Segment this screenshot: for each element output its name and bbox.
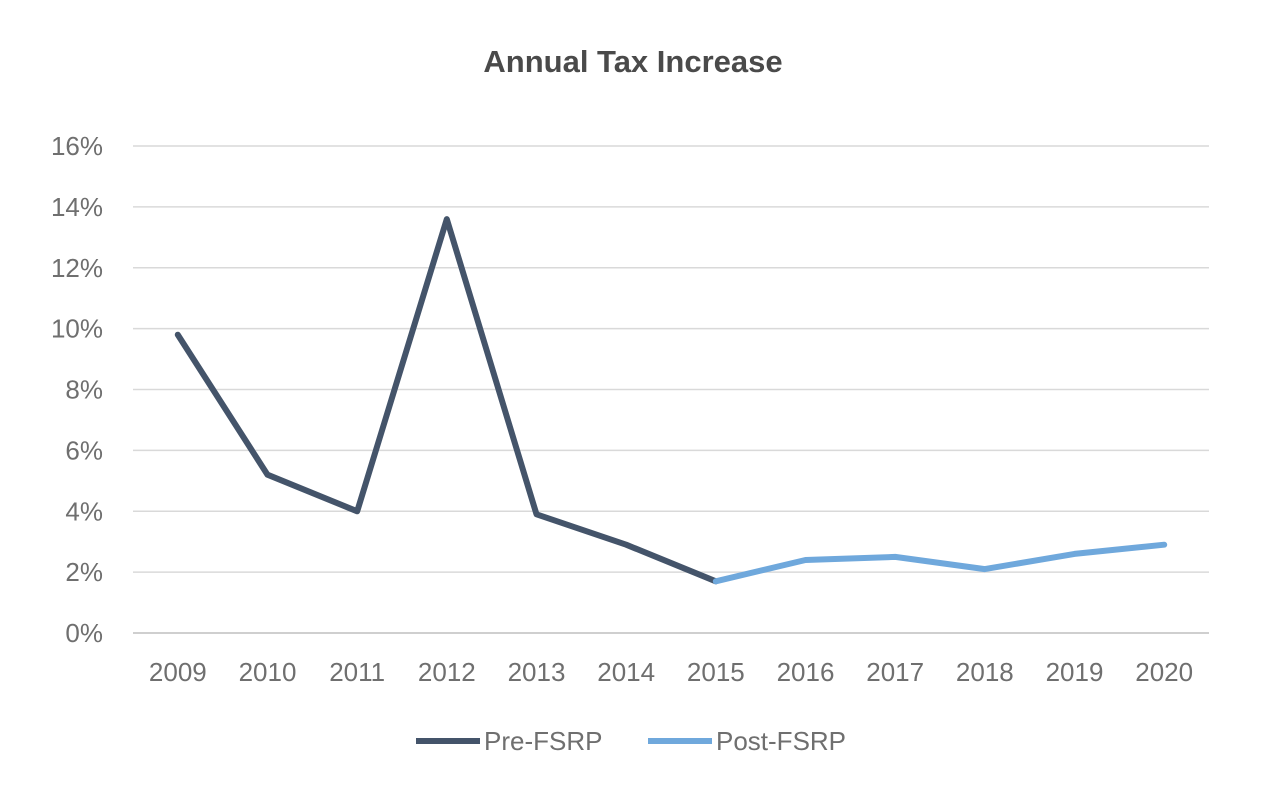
- series-line-pre-fsrp: [174, 216, 719, 585]
- x-tick-label: 2013: [508, 657, 566, 687]
- y-tick-label: 0%: [65, 618, 103, 648]
- series-lines: [174, 216, 1168, 585]
- y-tick-label: 14%: [51, 192, 103, 222]
- x-tick-label: 2020: [1135, 657, 1193, 687]
- x-tick-label: 2017: [866, 657, 924, 687]
- y-tick-label: 6%: [65, 435, 103, 465]
- x-tick-label: 2010: [239, 657, 297, 687]
- y-axis-tick-labels: 0% 2% 4% 6% 8% 10% 12% 14% 16%: [51, 131, 103, 648]
- x-tick-label: 2012: [418, 657, 476, 687]
- y-tick-label: 10%: [51, 314, 103, 344]
- legend: Pre-FSRP Post-FSRP: [416, 726, 846, 756]
- y-tick-label: 4%: [65, 496, 103, 526]
- x-tick-label: 2015: [687, 657, 745, 687]
- x-tick-label: 2011: [329, 657, 385, 687]
- y-tick-label: 12%: [51, 253, 103, 283]
- y-tick-label: 2%: [65, 557, 103, 587]
- x-tick-label: 2018: [956, 657, 1014, 687]
- chart-title: Annual Tax Increase: [483, 44, 783, 79]
- y-tick-label: 8%: [65, 375, 103, 405]
- legend-label: Pre-FSRP: [484, 726, 602, 756]
- gridlines: [133, 145, 1209, 634]
- legend-item-pre-fsrp: Pre-FSRP: [416, 726, 602, 756]
- x-tick-label: 2016: [777, 657, 835, 687]
- series-line-post-fsrp: [712, 541, 1168, 585]
- y-tick-label: 16%: [51, 131, 103, 161]
- x-tick-label: 2019: [1046, 657, 1104, 687]
- x-tick-label: 2009: [149, 657, 207, 687]
- legend-label: Post-FSRP: [716, 726, 846, 756]
- x-axis-tick-labels: 2009 2010 2011 2012 2013 2014 2015 2016 2017 2018…: [149, 657, 1193, 687]
- x-tick-label: 2014: [597, 657, 655, 687]
- legend-item-post-fsrp: Post-FSRP: [648, 726, 846, 756]
